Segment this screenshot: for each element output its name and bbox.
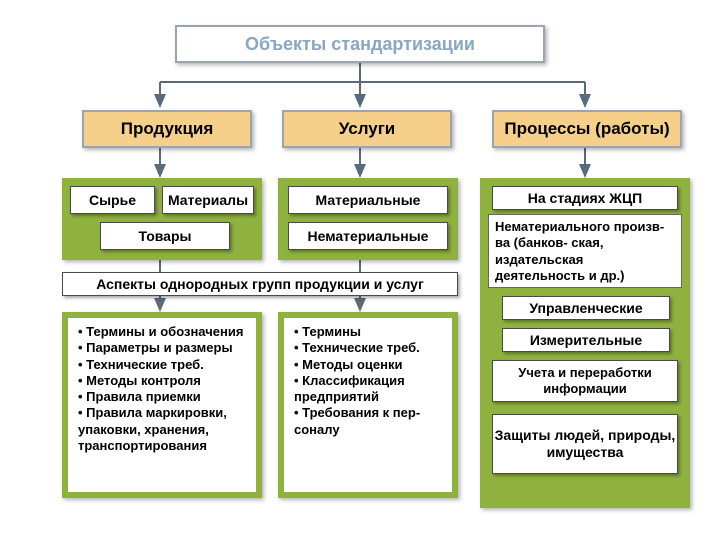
- list-item: • Методы контроля: [78, 373, 250, 389]
- serv-item-material: Материальные: [288, 186, 448, 214]
- serv-item-nonmaterial: Нематериальные: [288, 222, 448, 250]
- list-item: • Правила приемки: [78, 389, 250, 405]
- proc-measurement-label: Измерительные: [530, 332, 642, 348]
- prod-goods-label: Товары: [139, 228, 192, 244]
- proc-stages-label: На стадиях ЖЦП: [528, 190, 643, 206]
- serv-nonmaterial-label: Нематериальные: [308, 228, 429, 244]
- cat-processes-label: Процессы (работы): [504, 119, 669, 139]
- prod-raw-label: Сырье: [89, 192, 136, 208]
- aspects-header: Аспекты однородных групп продукции и усл…: [62, 272, 458, 296]
- proc-item-management: Управленческие: [502, 296, 670, 320]
- proc-item-accounting: Учета и переработки информации: [492, 360, 678, 402]
- title-text: Объекты стандартизации: [245, 34, 475, 55]
- proc-protection-label: Защиты людей, природы, имущества: [493, 427, 677, 462]
- category-products: Продукция: [82, 110, 252, 148]
- list-item: • Термины: [294, 324, 446, 340]
- proc-item-nonmaterial: Нематериального произв-ва (банков- ская,…: [488, 214, 682, 288]
- prod-aspects-box: • Термины и обозначения • Параметры и ра…: [68, 318, 256, 492]
- proc-item-protection: Защиты людей, природы, имущества: [492, 414, 678, 474]
- list-item: • Технические треб.: [78, 357, 250, 373]
- prod-item-goods: Товары: [100, 222, 230, 250]
- cat-products-label: Продукция: [121, 119, 214, 139]
- serv-aspects-list: • Термины • Технические треб. • Методы о…: [290, 324, 446, 438]
- list-item: • Термины и обозначения: [78, 324, 250, 340]
- category-processes: Процессы (работы): [492, 110, 682, 148]
- list-item: • Методы оценки: [294, 357, 446, 373]
- list-item: • Правила маркировки, упаковки, хранения…: [78, 405, 250, 454]
- serv-aspects-box: • Термины • Технические треб. • Методы о…: [284, 318, 452, 492]
- prod-item-raw: Сырье: [70, 186, 155, 214]
- category-services: Услуги: [282, 110, 452, 148]
- list-item: • Классификация предприятий: [294, 373, 446, 406]
- proc-item-stages: На стадиях ЖЦП: [492, 186, 678, 210]
- cat-services-label: Услуги: [339, 119, 396, 139]
- list-item: • Технические треб.: [294, 340, 446, 356]
- proc-nonmaterial-label: Нематериального произв-ва (банков- ская,…: [495, 219, 664, 283]
- serv-material-label: Материальные: [316, 192, 421, 208]
- title-box: Объекты стандартизации: [175, 25, 545, 63]
- proc-item-measurement: Измерительные: [502, 328, 670, 352]
- list-item: • Требования к пер- соналу: [294, 405, 446, 438]
- prod-item-materials: Материалы: [162, 186, 254, 214]
- list-item: • Параметры и размеры: [78, 340, 250, 356]
- prod-aspects-list: • Термины и обозначения • Параметры и ра…: [74, 324, 250, 454]
- prod-materials-label: Материалы: [168, 192, 248, 208]
- aspects-header-label: Аспекты однородных групп продукции и усл…: [96, 276, 424, 292]
- proc-accounting-label: Учета и переработки информации: [493, 365, 677, 396]
- proc-management-label: Управленческие: [529, 300, 642, 316]
